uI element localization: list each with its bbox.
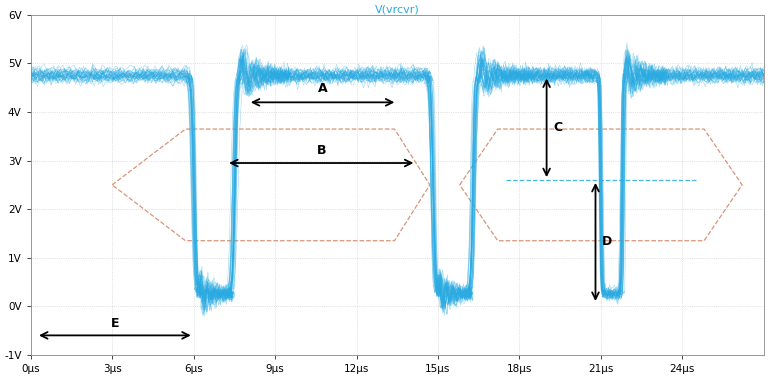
Text: E: E [111, 316, 119, 330]
Title: V(vrcvr): V(vrcvr) [375, 4, 419, 14]
Text: C: C [554, 121, 562, 134]
Text: A: A [318, 82, 327, 95]
Text: D: D [602, 235, 613, 248]
Text: B: B [316, 144, 326, 157]
